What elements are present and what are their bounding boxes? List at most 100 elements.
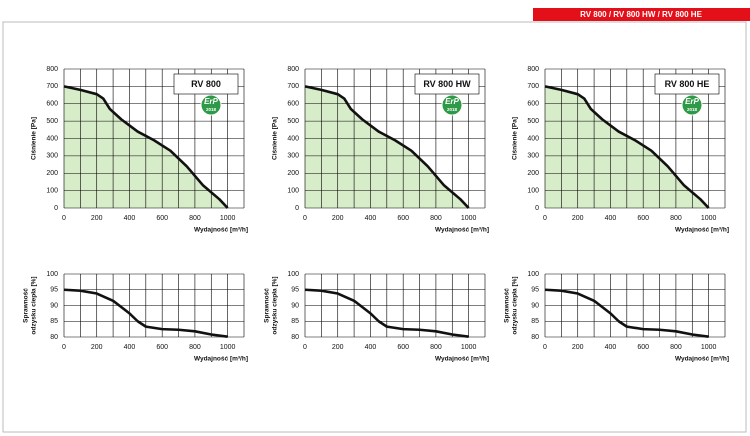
y-axis-label: Ciśnienie [Pa] [272,117,279,160]
x-tick-label: 800 [670,344,682,351]
y-tick-label: 95 [50,287,58,294]
y-tick-label: 300 [287,153,299,160]
line [304,85,470,209]
x-tick-label: 600 [156,215,168,222]
y-tick-label: 500 [46,118,58,125]
y-tick-label: 500 [527,118,539,125]
y-tick-label: 85 [291,318,299,325]
x-tick-label: 600 [637,215,649,222]
line [544,288,709,338]
y-tick-label: 95 [531,287,539,294]
y-tick-label: 500 [287,118,299,125]
x-tick-label: 600 [397,215,409,222]
y-tick-label: 90 [291,302,299,309]
title-box [173,73,239,95]
y-tick-label: 800 [46,66,58,73]
y-tick-label: 100 [287,187,299,194]
x-tick-label: 0 [62,215,66,222]
badge [681,94,703,116]
y-tick-label: 90 [531,302,539,309]
x-tick-label: 400 [124,215,136,222]
y-axis-label: Ciśnienie [Pa] [31,117,38,160]
y-tick-label: 100 [46,187,58,194]
x-tick-label: 0 [543,344,547,351]
y-axis-label: Sprawność [264,288,271,323]
badge-year: 2018 [447,107,458,112]
badge-text: ErP [685,97,699,106]
y-tick-label: 100 [46,271,58,278]
x-axis-label: Wydajność [m³/h] [435,227,489,234]
badge-year: 2018 [206,107,217,112]
x-axis-label: Wydajność [m³/h] [675,227,729,234]
y-tick-label: 80 [50,334,58,341]
x-tick-label: 0 [62,344,66,351]
y-tick-label: 200 [527,170,539,177]
model-title: RV 800 [191,79,221,89]
badge [200,94,222,116]
x-tick-label: 1000 [461,215,477,222]
badge-text: ErP [204,97,218,106]
x-tick-label: 1000 [220,344,236,351]
y-tick-label: 200 [287,170,299,177]
y-tick-label: 100 [527,187,539,194]
x-tick-label: 600 [637,344,649,351]
x-tick-label: 800 [189,344,201,351]
line [304,288,469,338]
x-tick-label: 800 [189,215,201,222]
x-tick-label: 400 [365,344,377,351]
x-tick-label: 1000 [220,215,236,222]
y-tick-label: 0 [295,205,299,212]
y-tick-label: 0 [54,205,58,212]
line [63,85,229,209]
y-tick-label: 100 [287,271,299,278]
x-tick-label: 400 [124,344,136,351]
y-tick-label: 800 [287,66,299,73]
y-tick-label: 0 [535,205,539,212]
x-tick-label: 0 [543,215,547,222]
x-axis-label: Wydajność [m³/h] [675,356,729,363]
y-tick-label: 100 [527,271,539,278]
x-tick-label: 200 [91,215,103,222]
frame [2,21,747,433]
y-tick-label: 80 [531,334,539,341]
y-tick-label: 90 [50,302,58,309]
x-tick-label: 600 [397,344,409,351]
model-title: RV 800 HE [665,79,710,89]
y-tick-label: 800 [527,66,539,73]
x-tick-label: 800 [670,215,682,222]
y-tick-label: 85 [531,318,539,325]
x-tick-label: 0 [303,215,307,222]
badge-text: ErP [445,97,459,106]
y-tick-label: 200 [46,170,58,177]
title-box [414,73,480,95]
y-axis-label: Sprawność [23,288,30,323]
badge-year: 2018 [687,107,698,112]
x-tick-label: 200 [572,215,584,222]
x-tick-label: 200 [332,215,344,222]
y-tick-label: 600 [46,101,58,108]
banner-bg [533,8,750,21]
y-axis-label: odzysku ciepła [%] [272,276,279,334]
line [63,288,228,338]
y-tick-label: 700 [46,83,58,90]
x-axis-label: Wydajność [m³/h] [194,356,248,363]
y-tick-label: 400 [46,135,58,142]
x-axis-label: Wydajność [m³/h] [194,227,248,234]
x-axis-label: Wydajność [m³/h] [435,356,489,363]
banner: RV 800 / RV 800 HW / RV 800 HE [580,10,703,19]
x-tick-label: 600 [156,344,168,351]
x-tick-label: 1000 [701,344,717,351]
badge [441,94,463,116]
y-tick-label: 95 [291,287,299,294]
y-tick-label: 600 [527,101,539,108]
title-box [654,73,720,95]
x-tick-label: 800 [430,215,442,222]
x-tick-label: 400 [605,215,617,222]
x-tick-label: 400 [365,215,377,222]
y-tick-label: 80 [291,334,299,341]
y-tick-label: 400 [287,135,299,142]
y-tick-label: 85 [50,318,58,325]
x-tick-label: 200 [332,344,344,351]
y-tick-label: 300 [46,153,58,160]
